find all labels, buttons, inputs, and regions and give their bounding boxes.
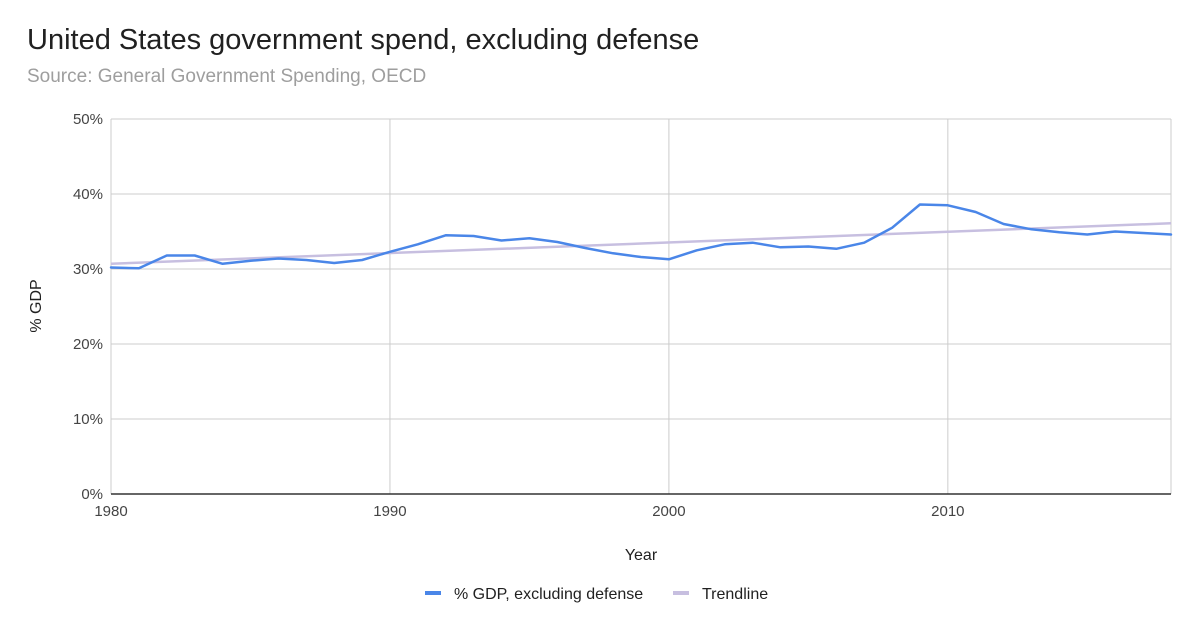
- y-tick-label: 0%: [81, 486, 103, 503]
- chart-title: United States government spend, excludin…: [27, 24, 700, 56]
- legend-swatch-pct-gdp: [425, 591, 441, 595]
- x-axis-ticks: 1980 1990 2000 2010: [94, 503, 964, 520]
- y-tick-label: 50%: [73, 111, 103, 128]
- x-tick-label: 1990: [373, 503, 406, 520]
- x-tick-label: 2010: [931, 503, 964, 520]
- x-tick-label: 1980: [94, 503, 127, 520]
- grid-lines: [110, 118, 1172, 494]
- y-tick-label: 10%: [73, 411, 103, 428]
- y-tick-label: 20%: [73, 336, 103, 353]
- y-tick-label: 30%: [73, 261, 103, 278]
- chart-subtitle: Source: General Government Spending, OEC…: [27, 66, 427, 87]
- series-line-pct-gdp: [109, 203, 1173, 270]
- legend-swatch-trendline: [673, 591, 689, 595]
- x-axis-title: Year: [625, 547, 658, 564]
- y-axis-ticks: 0% 10% 20% 30% 40% 50%: [73, 111, 103, 503]
- legend-label-pct-gdp: % GDP, excluding defense: [454, 586, 643, 603]
- series-group: [109, 203, 1173, 270]
- legend-label-trendline: Trendline: [702, 586, 768, 603]
- y-axis-title: % GDP: [28, 279, 45, 332]
- legend: % GDP, excluding defense Trendline: [425, 586, 768, 603]
- trendline: [110, 222, 1172, 265]
- x-tick-label: 2000: [652, 503, 685, 520]
- y-tick-label: 40%: [73, 186, 103, 203]
